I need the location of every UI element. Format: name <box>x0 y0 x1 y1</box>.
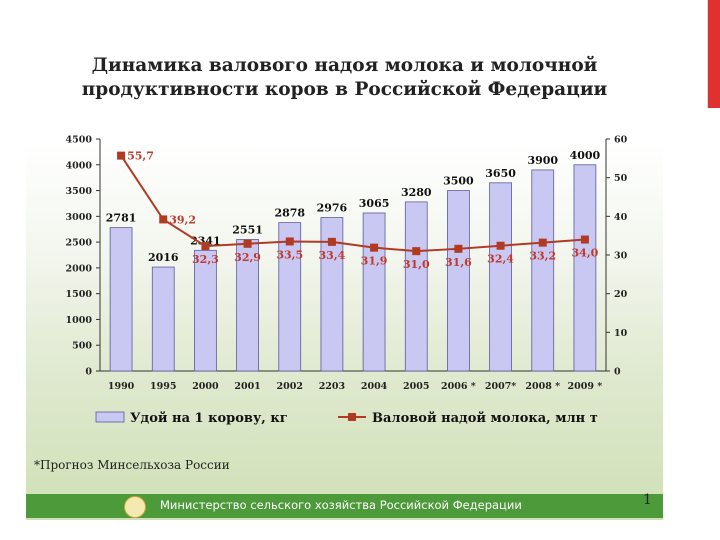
bar <box>236 239 259 372</box>
line-marker <box>370 243 379 252</box>
chart-title: Динамика валового надоя молока и молочно… <box>26 54 663 102</box>
line-data-label: 32,3 <box>192 253 219 266</box>
y-right-tick-label: 20 <box>614 289 628 300</box>
line-marker <box>454 244 463 253</box>
x-tick-label: 2009 * <box>568 381 603 392</box>
bar-data-label: 2781 <box>106 212 137 225</box>
y-right-tick-label: 10 <box>614 328 628 339</box>
legend-line-marker <box>348 413 356 421</box>
line-data-label: 34,0 <box>572 247 599 260</box>
x-tick-label: 2203 <box>319 381 345 392</box>
bar <box>109 227 133 372</box>
accent-bar <box>708 0 720 108</box>
bar <box>489 182 512 372</box>
line-data-label: 32,4 <box>487 253 514 266</box>
line-data-label: 33,4 <box>319 249 346 262</box>
y-left-tick-label: 1500 <box>66 289 93 300</box>
line-data-label: 33,2 <box>529 250 556 263</box>
line-data-label: 55,7 <box>127 150 154 163</box>
bar <box>531 169 555 372</box>
bar-data-label: 2976 <box>317 202 348 215</box>
bar-data-label: 2551 <box>232 223 263 236</box>
line-marker <box>243 239 252 248</box>
series-line <box>120 155 585 253</box>
line-data-label: 39,2 <box>169 213 196 226</box>
bar-data-label: 2878 <box>274 207 305 220</box>
bar <box>447 190 470 372</box>
chart-title-line-2: продуктивности коров в Российской Федера… <box>81 79 608 100</box>
y-left-tick-label: 4500 <box>66 135 93 146</box>
line-data-label: 32,9 <box>234 251 261 264</box>
legend-bar-swatch <box>95 411 125 423</box>
line-marker <box>496 241 505 250</box>
legend-line-label: Валовой надой молока, млн т <box>372 411 598 426</box>
bar <box>151 266 175 372</box>
line-marker <box>580 235 589 244</box>
chart: 0 500 1000 1500 2000 2500 3000 3500 4000 4500 0 10 2… <box>66 135 628 427</box>
bar <box>320 217 344 372</box>
bar-data-label: 3500 <box>443 175 474 188</box>
y-left-tick-label: 1000 <box>66 315 93 326</box>
line-marker <box>412 247 421 256</box>
y-left-tick-label: 500 <box>72 341 92 352</box>
page-number: 1 <box>643 492 652 508</box>
bar <box>278 222 302 372</box>
bar <box>194 249 217 372</box>
y-left-tick-label: 4000 <box>66 160 93 171</box>
line-marker <box>538 238 547 247</box>
line-data-label: 33,5 <box>276 248 303 261</box>
ministry-emblem-icon <box>124 496 146 518</box>
x-tick-label: 2004 <box>361 381 388 392</box>
y-left-tick-label: 2000 <box>66 263 93 274</box>
line-data-label: 31,6 <box>445 256 472 269</box>
bar <box>362 212 386 372</box>
y-right-tick-label: 40 <box>614 212 628 223</box>
footnote: *Прогноз Минсельхоза России <box>34 458 230 472</box>
bar-data-label: 4000 <box>570 149 601 162</box>
slide: Динамика валового надоя молока и молочно… <box>26 36 663 520</box>
line-data-label: 31,9 <box>361 255 388 268</box>
line-marker <box>159 215 168 224</box>
bar-data-label: 3280 <box>401 186 432 199</box>
legend-bar-label: Удой на 1 корову, кг <box>130 411 288 426</box>
y-right-tick-label: 60 <box>614 135 628 146</box>
y-left-tick-label: 3000 <box>66 212 93 223</box>
line-marker <box>285 237 294 246</box>
bar-data-label: 3650 <box>485 167 516 180</box>
y-left-tick-label: 2500 <box>66 238 93 249</box>
x-tick-label: 2007* <box>485 381 516 392</box>
x-tick-label: 2006 * <box>441 381 476 392</box>
x-tick-label: 2008 * <box>525 381 560 392</box>
x-tick-label: 2000 <box>192 381 219 392</box>
x-tick-label: 2002 <box>277 381 303 392</box>
bar-data-label: 3065 <box>359 197 390 210</box>
chart-title-line-1: Динамика валового надоя молока и молочно… <box>91 55 598 76</box>
bar <box>404 201 428 372</box>
y-right-tick-label: 0 <box>614 367 621 378</box>
line-marker <box>201 242 210 251</box>
y-right-tick-label: 30 <box>614 251 628 262</box>
line-marker <box>327 237 336 246</box>
footer-text: Министерство сельского хозяйства Российс… <box>160 498 522 512</box>
bar-data-label: 3900 <box>527 154 558 167</box>
line-data-label: 31,0 <box>403 258 430 271</box>
footer-bar: Министерство сельского хозяйства Российс… <box>26 494 663 518</box>
bar-data-label: 2016 <box>148 251 179 264</box>
bar <box>573 164 597 372</box>
y-left-tick-label: 3500 <box>66 186 93 197</box>
x-tick-label: 1990 <box>108 381 135 392</box>
y-left-tick-label: 0 <box>85 367 92 378</box>
x-tick-label: 2005 <box>403 381 429 392</box>
line-marker <box>117 151 126 160</box>
x-tick-label: 1995 <box>150 381 176 392</box>
y-right-tick-label: 50 <box>614 173 628 184</box>
x-tick-label: 2001 <box>234 381 260 392</box>
bar-data-label: 2341 <box>190 234 221 247</box>
